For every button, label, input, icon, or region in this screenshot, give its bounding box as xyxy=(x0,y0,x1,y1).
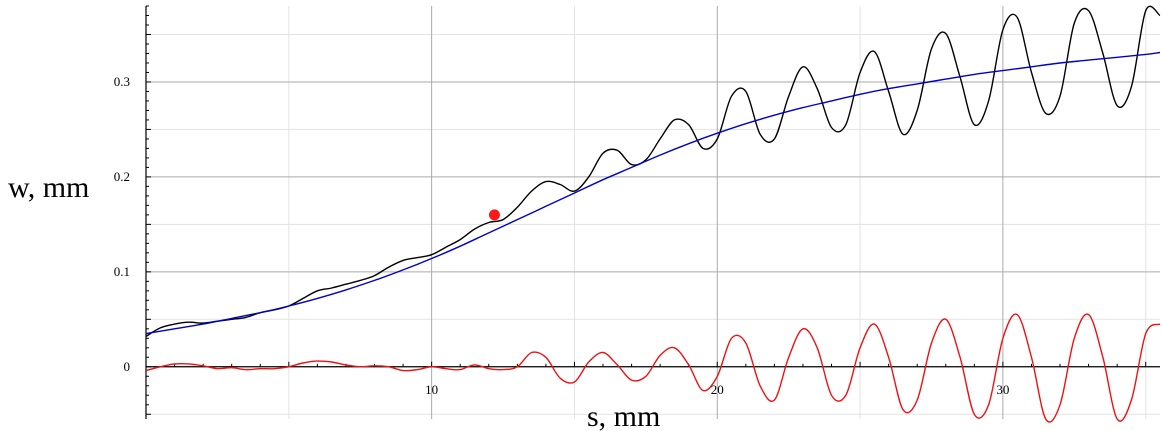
y-tick-label: 0.3 xyxy=(114,74,130,89)
y-axis-title: w, mm xyxy=(8,171,89,204)
x-tick-label: 30 xyxy=(996,382,1009,397)
y-tick-label: 0.2 xyxy=(114,169,130,184)
major-grid xyxy=(146,6,1160,419)
y-tick-label: 0.1 xyxy=(114,264,130,279)
y-tick-label: 0 xyxy=(124,359,131,374)
series-layer xyxy=(145,5,1161,423)
axes xyxy=(145,5,1160,419)
x-tick-label: 10 xyxy=(425,382,438,397)
x-tick-label: 20 xyxy=(711,382,724,397)
measured-deflection-line xyxy=(145,5,1161,338)
fitted-curve-line xyxy=(145,51,1161,335)
x-axis-title: s, mm xyxy=(587,400,660,431)
residual-line xyxy=(145,313,1161,423)
tick-labels: 10 20 30 0 0.1 0.2 0.3 xyxy=(114,74,1010,397)
minor-grid xyxy=(146,6,1160,419)
marker-point xyxy=(488,209,500,221)
